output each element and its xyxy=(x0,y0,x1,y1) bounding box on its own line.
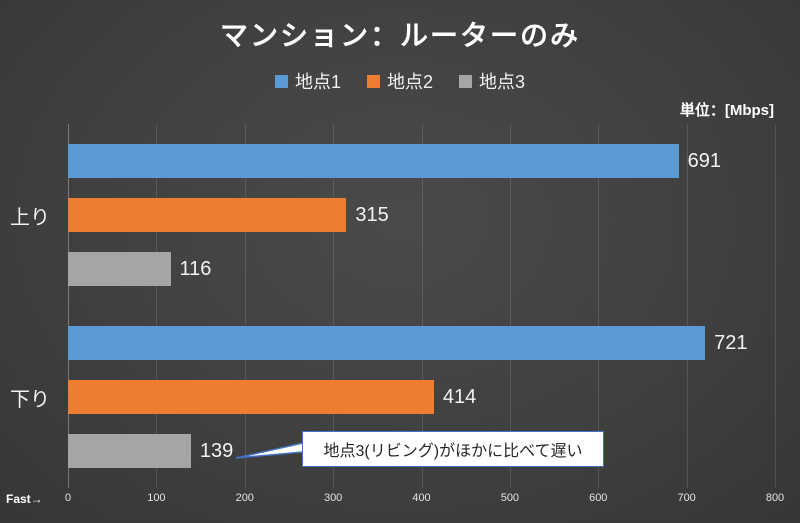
gridline xyxy=(333,124,335,488)
gridline xyxy=(244,124,246,488)
gridline xyxy=(509,124,511,488)
legend-label: 地点3 xyxy=(479,72,526,92)
bar-group: 721 414 139 xyxy=(68,306,775,488)
category-axis: 上り 下り xyxy=(0,124,60,488)
bar-value-label: 414 xyxy=(442,385,477,408)
fast-label: Fast→ xyxy=(6,492,43,506)
bar-group: 691 315 116 xyxy=(68,124,775,306)
gridline xyxy=(775,124,776,488)
x-axis: 0 100 200 300 400 500 600 700 800 xyxy=(0,492,800,508)
legend-label: 地点1 xyxy=(294,72,341,92)
legend-swatch-icon xyxy=(459,74,472,88)
bar-row: 315 xyxy=(68,198,775,232)
plot-area: 691 315 116 721 414 139 xyxy=(68,124,776,488)
bar-value-label: 691 xyxy=(687,149,722,172)
bar-row: 691 xyxy=(68,144,775,178)
bar-row: 139 xyxy=(68,434,775,468)
legend-swatch-icon xyxy=(274,74,288,88)
chart-title: マンション：ルーターのみ xyxy=(219,20,580,51)
gridline xyxy=(156,124,158,488)
annotation-callout: 地点3(リビング)がほかに比べて遅い xyxy=(302,431,604,467)
x-axis-tick-label: 500 xyxy=(500,492,520,504)
gridline xyxy=(68,124,69,488)
legend: 地点1 地点2 地点3 xyxy=(0,68,800,94)
category-label: 上り xyxy=(10,206,50,229)
x-axis-tick-label: 0 xyxy=(64,492,72,504)
x-axis-tick-label: 800 xyxy=(765,492,785,504)
category-label: 下り xyxy=(10,388,50,411)
bar-value-label: 315 xyxy=(355,203,389,226)
x-axis-tick-label: 300 xyxy=(323,492,343,504)
legend-item: 地点2 xyxy=(366,68,433,94)
bar-row: 721 xyxy=(68,326,775,360)
bar xyxy=(68,198,347,232)
unit-label: 単位：[Mbps] xyxy=(679,102,774,119)
bar xyxy=(68,144,679,178)
bar-value-label: 116 xyxy=(179,257,212,280)
bar xyxy=(68,252,171,286)
bar-value-label: 721 xyxy=(714,331,748,354)
x-axis-tick-label: 400 xyxy=(412,492,431,504)
gridline xyxy=(686,124,688,488)
bar xyxy=(68,434,191,468)
bar-value-label: 139 xyxy=(199,439,234,462)
legend-item: 地点3 xyxy=(459,68,525,94)
legend-swatch-icon xyxy=(366,74,380,88)
bar xyxy=(68,380,434,414)
x-axis-tick-label: 200 xyxy=(235,492,254,504)
bar xyxy=(68,326,706,360)
legend-label: 地点2 xyxy=(386,72,433,92)
legend-item: 地点1 xyxy=(274,68,341,94)
x-axis-tick-label: 700 xyxy=(677,492,696,504)
x-axis-tick-label: 600 xyxy=(589,492,608,504)
bar-series: 691 315 116 721 414 139 xyxy=(68,124,775,488)
gridline xyxy=(598,124,600,488)
bar-row: 414 xyxy=(68,380,775,414)
bar-row: 116 xyxy=(68,252,775,286)
gridline xyxy=(421,124,423,488)
x-axis-tick-label: 100 xyxy=(147,492,166,504)
